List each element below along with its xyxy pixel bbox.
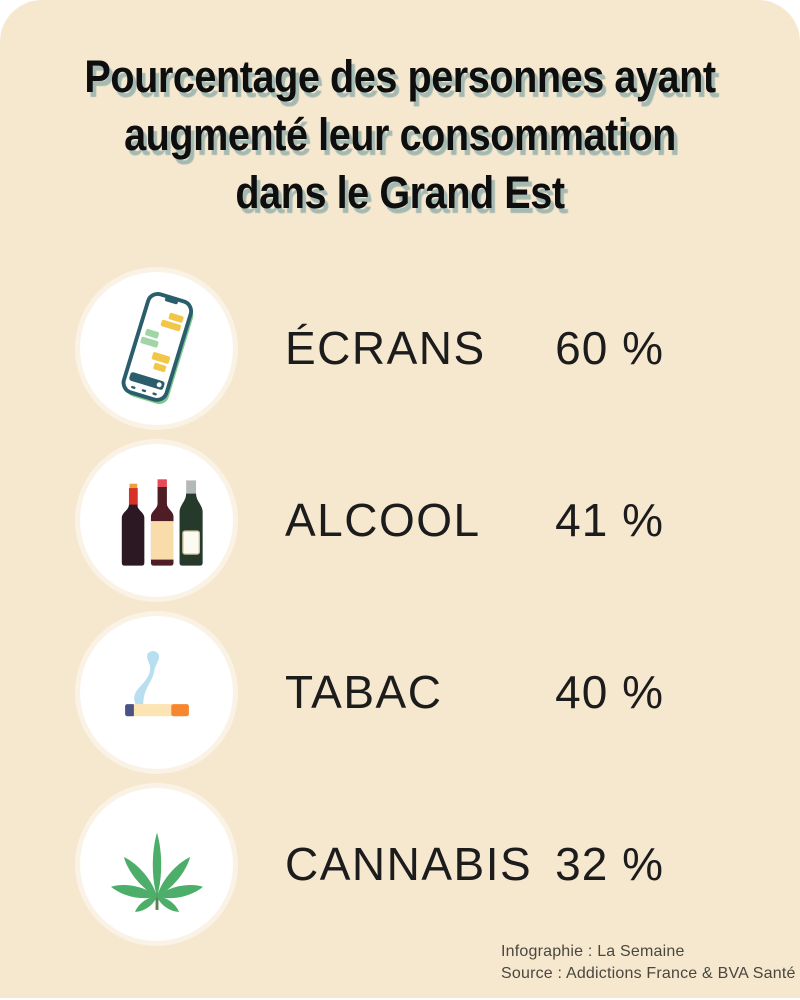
- category-label: ALCOOL: [285, 494, 481, 546]
- smartphone-icon: [121, 291, 193, 405]
- list-item-alcool: ALCOOL 41 %: [0, 434, 800, 606]
- category-label: TABAC: [285, 666, 443, 718]
- title-line-2: augmenté leur consommation: [124, 109, 676, 160]
- title-line-3: dans le Grand Est: [235, 167, 565, 218]
- list-item-ecrans: ÉCRANS 60 %: [0, 262, 800, 434]
- cigarette-icon: [124, 651, 189, 717]
- list-item-tabac: TABAC 40 %: [0, 606, 800, 778]
- list-item-cannabis: CANNABIS 32 %: [0, 778, 800, 950]
- consumption-list: ÉCRANS 60 %: [0, 262, 800, 950]
- percentage-value: 40 %: [555, 666, 664, 718]
- source-credit: Source : Addictions France & BVA Santé: [501, 965, 796, 982]
- icon-circle: [80, 615, 233, 769]
- percentage-value: 60 %: [555, 322, 664, 374]
- page-title: Pourcentage des personnes ayant augmenté…: [48, 48, 752, 222]
- title-line-1: Pourcentage des personnes ayant: [84, 51, 716, 102]
- category-label: ÉCRANS: [285, 322, 486, 374]
- icon-circle: [80, 787, 233, 941]
- infographie-credit: Infographie : La Semaine: [501, 943, 685, 960]
- category-label: CANNABIS: [285, 838, 533, 890]
- icon-circle: [80, 443, 233, 597]
- cannabis-leaf-icon: [110, 832, 203, 912]
- credits: Infographie : La Semaine Source : Addict…: [501, 941, 796, 985]
- percentage-value: 41 %: [555, 494, 664, 546]
- alcohol-bottles-icon: [121, 479, 203, 566]
- percentage-value: 32 %: [555, 838, 664, 890]
- icon-circle: [80, 271, 233, 425]
